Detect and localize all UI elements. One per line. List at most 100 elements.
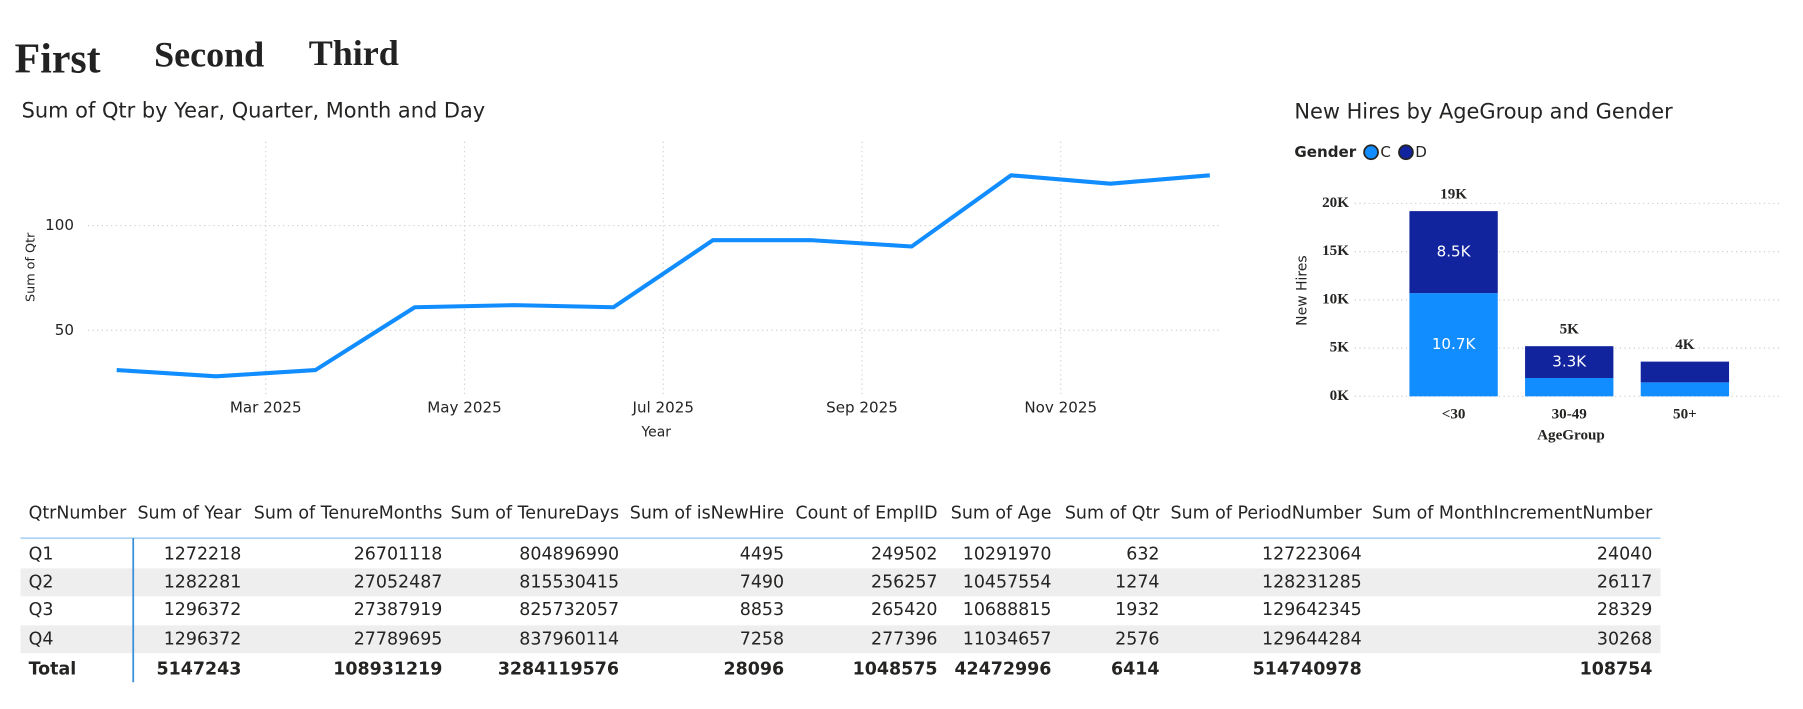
row-stripe <box>20 568 1661 597</box>
legend-marker <box>1363 144 1379 161</box>
x-axis-title: AgeGroup <box>1537 427 1605 443</box>
y-tick-label: 15K <box>1322 243 1349 259</box>
table-cell: 26117 <box>1597 572 1652 592</box>
data-label: 8.5K <box>1437 243 1472 261</box>
bar <box>1640 382 1730 397</box>
y-axis-title: New Hires <box>1294 255 1310 325</box>
table-cell: 256257 <box>871 572 938 592</box>
tab[interactable]: Second <box>154 34 264 74</box>
column-header: Sum of Age <box>951 504 1052 524</box>
column-header: Sum of Year <box>137 504 242 524</box>
table-cell: 27052487 <box>354 572 443 592</box>
table-cell: 804896990 <box>519 544 619 564</box>
row-stripe <box>20 625 1661 654</box>
total-label: 5K <box>1560 321 1580 337</box>
table-cell: 27789695 <box>354 629 443 649</box>
total-cell: 3284119576 <box>498 659 619 679</box>
y-tick-label: 0K <box>1330 388 1350 404</box>
chart-title: Sum of Qtr by Year, Quarter, Month and D… <box>22 99 486 123</box>
x-tick-label: Sep 2025 <box>826 398 898 416</box>
table-cell: 825732057 <box>519 600 619 620</box>
column-header: Sum of TenureMonths <box>254 504 443 524</box>
x-tick-label: May 2025 <box>427 398 501 416</box>
tab[interactable]: Third <box>309 33 399 73</box>
table-cell: 11034657 <box>963 629 1052 649</box>
x-axis-title: Year <box>640 424 671 440</box>
table-cell: 1932 <box>1115 600 1159 620</box>
bar <box>1525 346 1614 379</box>
table-cell: 4495 <box>740 544 784 564</box>
data-label: 10.7K <box>1432 335 1477 353</box>
total-cell: 514740978 <box>1253 659 1362 679</box>
chart-title: New Hires by AgeGroup and Gender <box>1294 100 1673 124</box>
table-cell: Q4 <box>29 629 54 649</box>
table-cell: 26701118 <box>354 544 443 564</box>
total-cell: 42472996 <box>954 659 1051 679</box>
table-cell: 265420 <box>871 600 938 620</box>
x-tick-label: Jul 2025 <box>632 398 694 416</box>
table-cell: 24040 <box>1597 544 1652 564</box>
y-tick-label: 20K <box>1322 195 1349 211</box>
total-cell: 5147243 <box>156 659 241 679</box>
bar <box>1640 361 1730 383</box>
legend-label: C <box>1380 143 1391 161</box>
x-tick-label: Nov 2025 <box>1024 398 1097 416</box>
column-header: QtrNumber <box>29 504 128 524</box>
table-cell: 632 <box>1126 544 1159 564</box>
table-cell: Q2 <box>29 572 54 592</box>
x-tick-label: Mar 2025 <box>230 398 302 416</box>
tab[interactable]: First <box>15 36 101 82</box>
bar <box>1409 211 1498 294</box>
total-cell: 1048575 <box>853 659 938 679</box>
column-header: Sum of PeriodNumber <box>1171 504 1363 524</box>
legend-label: D <box>1415 143 1427 161</box>
table-cell: 129644284 <box>1262 629 1362 649</box>
column-header: Count of EmplID <box>795 504 937 524</box>
table-cell: 815530415 <box>519 572 619 592</box>
column-header: Sum of Qtr <box>1065 504 1160 524</box>
table-cell: 837960114 <box>519 629 619 649</box>
table-cell: 28329 <box>1597 600 1652 620</box>
table-cell: 249502 <box>871 544 938 564</box>
total-cell: 6414 <box>1111 659 1160 679</box>
y-tick-label: 50 <box>55 321 74 339</box>
legend-title: Gender <box>1294 143 1356 161</box>
y-axis-title: Sum of Qtr <box>23 232 38 302</box>
table-cell: 8853 <box>740 600 784 620</box>
legend-marker <box>1398 144 1414 161</box>
table-cell: 129642345 <box>1262 600 1362 620</box>
table-cell: Q3 <box>29 600 54 620</box>
column-header: Sum of isNewHire <box>630 504 784 524</box>
y-tick-label: 10K <box>1322 291 1349 307</box>
table-cell: 10688815 <box>963 600 1052 620</box>
table-cell: 30268 <box>1597 629 1652 649</box>
x-tick-label: 50+ <box>1673 406 1697 422</box>
table-cell: 2576 <box>1115 629 1159 649</box>
total-label: 19K <box>1440 186 1467 202</box>
table-cell: 127223064 <box>1262 544 1362 564</box>
table-cell: 10291970 <box>963 544 1052 564</box>
table-cell: 1272218 <box>164 544 242 564</box>
data-label: 3.3K <box>1552 353 1587 371</box>
table-cell: 1296372 <box>164 600 242 620</box>
y-tick-label: 5K <box>1330 340 1350 356</box>
x-tick-label: <30 <box>1442 406 1466 422</box>
x-tick-label: 30-49 <box>1552 406 1587 422</box>
table-cell: 1274 <box>1115 572 1159 592</box>
table-cell: 277396 <box>871 629 938 649</box>
y-tick-label: 100 <box>45 216 74 234</box>
table-cell: Q1 <box>29 544 54 564</box>
table-cell: 1296372 <box>164 629 242 649</box>
total-cell: Total <box>29 659 77 679</box>
table-cell: 10457554 <box>963 572 1052 592</box>
table-cell: 7490 <box>740 572 784 592</box>
column-header: Sum of MonthIncrementNumber <box>1372 504 1653 524</box>
total-label: 4K <box>1675 337 1695 353</box>
column-header: Sum of TenureDays <box>451 504 619 524</box>
table-cell: 1282281 <box>164 572 242 592</box>
total-cell: 108754 <box>1580 659 1653 679</box>
bar <box>1409 293 1498 397</box>
table-cell: 128231285 <box>1262 572 1362 592</box>
table-cell: 7258 <box>740 629 784 649</box>
